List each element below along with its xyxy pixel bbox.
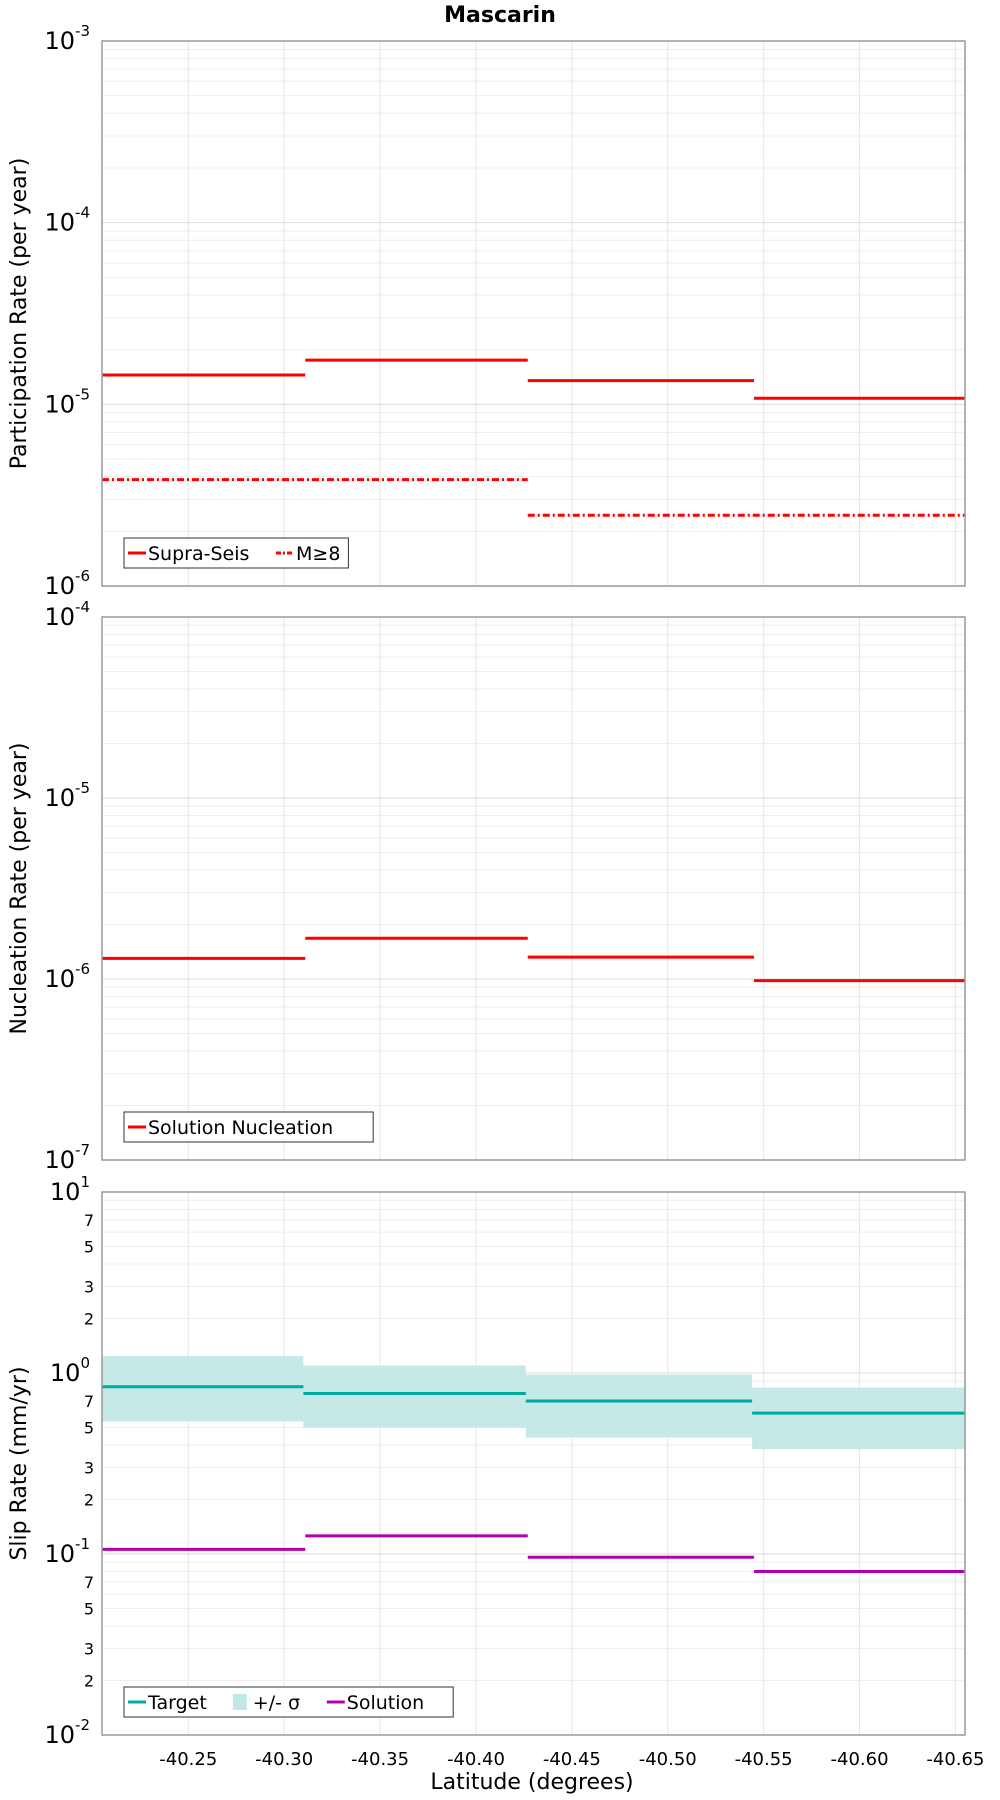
legend-label: +/- σ bbox=[253, 1692, 300, 1714]
y-minor-tick-label: 7 bbox=[84, 1573, 94, 1592]
y-tick-label: 10-5 bbox=[44, 779, 90, 812]
legend-label: Solution bbox=[347, 1692, 424, 1714]
legend-box bbox=[123, 1111, 374, 1143]
y-minor-tick-label: 2 bbox=[84, 1491, 94, 1510]
plot-frame bbox=[101, 40, 966, 587]
x-tick-label: -40.25 bbox=[159, 1749, 217, 1770]
legend-label: Target bbox=[147, 1692, 207, 1714]
series-group bbox=[102, 1356, 965, 1574]
y-minor-tick-label: 7 bbox=[84, 1392, 94, 1411]
x-tick-label: -40.30 bbox=[255, 1749, 313, 1770]
x-tick-label: -40.55 bbox=[735, 1749, 793, 1770]
y-axis-label: Nucleation Rate (per year) bbox=[7, 743, 32, 1035]
legend-item: M≥8 bbox=[276, 543, 340, 565]
y-tick-label: 10-5 bbox=[44, 385, 90, 418]
series-solution-nucleation bbox=[102, 936, 965, 983]
band-segment bbox=[303, 1365, 526, 1428]
plot-frame bbox=[101, 616, 966, 1161]
legend-swatch bbox=[232, 1694, 247, 1710]
y-tick-label: 100 bbox=[50, 1354, 90, 1387]
y-minor-tick-label: 5 bbox=[84, 1599, 94, 1618]
y-minor-tick-label: 7 bbox=[84, 1211, 94, 1230]
x-tick-label: -40.40 bbox=[447, 1749, 505, 1770]
y-axis-label: Slip Rate (mm/yr) bbox=[7, 1366, 32, 1560]
y-tick-label: 10-6 bbox=[44, 567, 90, 600]
y-tick-label: 10-6 bbox=[44, 960, 90, 993]
y-axis-label: Participation Rate (per year) bbox=[7, 158, 32, 470]
y-tick-label: 10-7 bbox=[44, 1141, 90, 1174]
series-target bbox=[102, 1385, 965, 1415]
y-minor-tick-label: 2 bbox=[84, 1310, 94, 1329]
legend: Solution Nucleation bbox=[123, 1111, 374, 1143]
legend-item: +/- σ bbox=[232, 1692, 300, 1714]
y-minor-tick-label: 5 bbox=[84, 1237, 94, 1256]
legend-box bbox=[123, 537, 349, 569]
y-minor-tick-label: 5 bbox=[84, 1418, 94, 1437]
legend-label: Solution Nucleation bbox=[148, 1117, 333, 1139]
y-minor-tick-label: 3 bbox=[84, 1459, 94, 1478]
y-minor-tick-label: 3 bbox=[84, 1278, 94, 1297]
plot-frame bbox=[101, 1191, 966, 1736]
legend-item: Supra-Seis bbox=[128, 543, 249, 565]
x-tick-label: -40.60 bbox=[831, 1749, 889, 1770]
chart-panel-2: 10-7 10-6 10-5 10-4 Nucleation Rate (per yea… bbox=[7, 598, 966, 1174]
plot-area bbox=[102, 1192, 965, 1735]
series-supra-seis bbox=[102, 358, 965, 400]
legend-label: M≥8 bbox=[296, 543, 340, 565]
chart-panel-1: 10-6 10-5 10-4 10-3 Participation Rate (per … bbox=[7, 22, 966, 600]
plot-area bbox=[102, 617, 965, 1160]
grid bbox=[102, 41, 965, 587]
y-tick-label: 10-4 bbox=[44, 204, 90, 237]
band-segment bbox=[102, 1356, 304, 1422]
legend-box bbox=[123, 1686, 454, 1718]
legend: Target +/- σ Solution bbox=[123, 1686, 454, 1718]
series-group bbox=[102, 936, 965, 983]
chart-title: Mascarin bbox=[444, 3, 556, 28]
chart-panel-3: 10-2 10-1 100 101 7 5 3 2 7 5 3 2 7 5 3 2 Slip Rate (mm/… bbox=[7, 1173, 984, 1770]
y-tick-label: 10-3 bbox=[44, 22, 90, 55]
legend-item: Target bbox=[128, 1692, 207, 1714]
x-axis-label: Latitude (degrees) bbox=[430, 1770, 633, 1795]
series-solution bbox=[102, 1534, 965, 1574]
band-segment bbox=[752, 1387, 965, 1450]
legend-label: Supra-Seis bbox=[148, 543, 249, 565]
y-minor-tick-label: 3 bbox=[84, 1640, 94, 1659]
plot-area bbox=[102, 41, 965, 586]
x-tick-label: -40.35 bbox=[351, 1749, 409, 1770]
legend-item: Solution bbox=[326, 1692, 424, 1714]
legend-item: Solution Nucleation bbox=[128, 1117, 333, 1139]
y-tick-label: 10-2 bbox=[44, 1716, 90, 1749]
grid bbox=[102, 617, 965, 1161]
series-group bbox=[102, 358, 965, 517]
band-segment bbox=[525, 1374, 753, 1438]
y-minor-tick-label: 2 bbox=[84, 1672, 94, 1691]
y-tick-label: 10-1 bbox=[44, 1535, 90, 1568]
chart-panels: 10-6 10-5 10-4 10-3 Participation Rate (per … bbox=[7, 22, 984, 1770]
x-tick-label: -40.45 bbox=[543, 1749, 601, 1770]
y-tick-label: 10-4 bbox=[44, 598, 90, 631]
x-tick-label: -40.50 bbox=[639, 1749, 697, 1770]
legend: Supra-Seis M≥8 bbox=[123, 537, 349, 569]
x-tick-label: -40.65 bbox=[926, 1749, 984, 1770]
series-m-8 bbox=[102, 478, 965, 517]
y-tick-label: 101 bbox=[50, 1173, 90, 1206]
series- bbox=[102, 1356, 965, 1450]
